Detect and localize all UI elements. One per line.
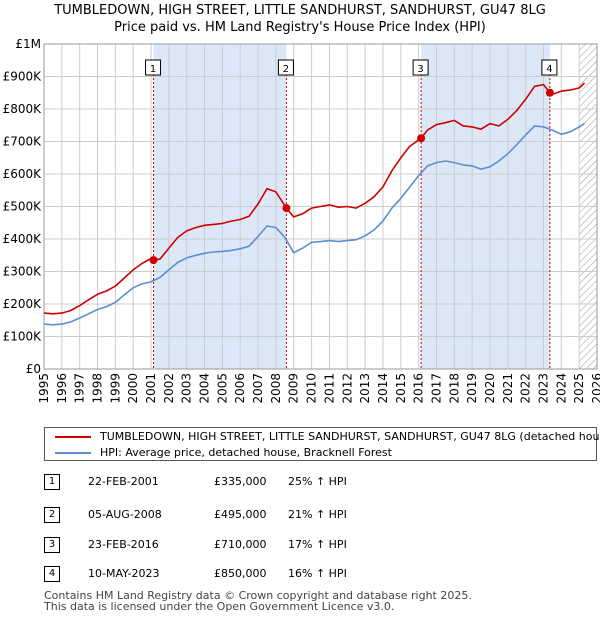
sale-hpi-diff: 16% ↑ HPI (288, 567, 347, 580)
table-row: 4 10-MAY-2023 £850,000 16% ↑ HPI (44, 565, 544, 583)
sale-date: 10-MAY-2023 (88, 567, 160, 580)
x-tick-label: 1996 (55, 373, 69, 404)
x-tick-label: 2002 (162, 373, 176, 404)
x-tick-label: 2014 (376, 373, 390, 404)
legend: TUMBLEDOWN, HIGH STREET, LITTLE SANDHURS… (44, 427, 600, 461)
y-tick-label: £1M (15, 37, 41, 51)
sale-marker-label: 2 (283, 64, 289, 75)
y-tick-label: £900K (3, 70, 43, 84)
chart-title-line-2: Price paid vs. HM Land Registry's House … (114, 20, 486, 35)
x-tick-label: 1997 (73, 373, 87, 404)
table-row: 2 05-AUG-2008 £495,000 21% ↑ HPI (44, 506, 544, 524)
x-tick-label: 2021 (501, 373, 515, 404)
x-tick-label: 2016 (412, 373, 426, 404)
x-tick-label: 2004 (198, 373, 212, 404)
sale-point (545, 88, 554, 97)
legend-label-hpi: HPI: Average price, detached house, Brac… (100, 446, 392, 459)
x-tick-label: 2026 (590, 373, 600, 404)
x-tick-label: 2000 (126, 373, 140, 404)
property-price-line (43, 82, 586, 315)
x-tick-label: 2019 (465, 373, 479, 404)
sale-price: £850,000 (214, 567, 267, 580)
sale-price: £335,000 (214, 475, 267, 488)
table-row: 1 22-FEB-2001 £335,000 25% ↑ HPI (44, 473, 544, 491)
y-tick-label: £100K (3, 330, 43, 344)
sale-marker-box (145, 59, 162, 76)
x-tick-label: 2010 (305, 373, 319, 404)
x-tick-label: 2022 (519, 373, 533, 404)
x-tick-label: 2023 (536, 373, 550, 404)
sale-number-badge: 3 (44, 537, 60, 553)
legend-label-property: TUMBLEDOWN, HIGH STREET, LITTLE SANDHURS… (100, 430, 600, 443)
y-tick-label: £200K (3, 297, 43, 311)
sale-marker-box (277, 59, 294, 76)
table-row: 3 23-FEB-2016 £710,000 17% ↑ HPI (44, 536, 544, 554)
x-tick-label: 2005 (215, 373, 229, 404)
sale-point (417, 134, 426, 143)
sale-number-badge: 1 (44, 474, 60, 490)
x-tick-label: 2013 (358, 373, 372, 404)
x-tick-label: 2024 (554, 373, 568, 404)
y-tick-label: £700K (3, 135, 43, 149)
y-tick-label: £0 (26, 362, 41, 376)
price-chart: £0 £100K £200K £300K £400K £500K £600K £700K £80… (3, 37, 600, 404)
x-tick-label: 2011 (322, 373, 336, 404)
x-tick-label: 2006 (233, 373, 247, 404)
x-tick-label: 2003 (180, 373, 194, 404)
sale-marker-box (541, 59, 558, 76)
hpi-line (43, 122, 585, 326)
x-tick-label: 2025 (572, 373, 586, 404)
sale-marker-box (412, 59, 429, 76)
x-tick-label: 2001 (144, 373, 158, 404)
x-tick-label: 1998 (91, 373, 105, 404)
sale-hpi-diff: 17% ↑ HPI (288, 538, 347, 551)
sale-marker-label: 4 (546, 64, 552, 75)
y-tick-label: £300K (3, 265, 43, 279)
sale-date: 23-FEB-2016 (88, 538, 159, 551)
footer-licence: This data is licensed under the Open Gov… (44, 600, 395, 613)
sale-number-badge: 4 (44, 566, 60, 582)
legend-swatch-red (55, 436, 91, 438)
sale-marker-label: 3 (417, 64, 423, 75)
x-tick-label: 2008 (269, 373, 283, 404)
x-tick-label: 2017 (429, 373, 443, 404)
sale-price: £495,000 (214, 508, 267, 521)
sale-date: 22-FEB-2001 (88, 475, 159, 488)
sale-price: £710,000 (214, 538, 267, 551)
x-tick-label: 1999 (108, 373, 122, 404)
sale-number-badge: 2 (44, 507, 60, 523)
x-tick-label: 2012 (340, 373, 354, 404)
y-tick-label: £600K (3, 167, 43, 181)
sale-marker-label: 1 (150, 64, 156, 75)
x-tick-label: 2020 (483, 373, 497, 404)
x-tick-label: 2007 (251, 373, 265, 404)
sale-hpi-diff: 25% ↑ HPI (288, 475, 347, 488)
x-tick-label: 2015 (394, 373, 408, 404)
y-tick-label: £500K (3, 200, 43, 214)
sale-point (282, 204, 291, 213)
plot-border (43, 43, 598, 370)
x-tick-label: 2009 (287, 373, 301, 404)
footer: Contains HM Land Registry data © Crown c… (44, 590, 472, 612)
sale-date: 05-AUG-2008 (88, 508, 162, 521)
chart-title-line-1: TUMBLEDOWN, HIGH STREET, LITTLE SANDHURS… (54, 3, 546, 18)
legend-swatch-blue (55, 452, 91, 454)
footer-copyright: Contains HM Land Registry data © Crown c… (44, 589, 472, 602)
y-tick-label: £800K (3, 102, 43, 116)
y-tick-label: £400K (3, 232, 43, 246)
sale-hpi-diff: 21% ↑ HPI (288, 508, 347, 521)
x-tick-label: 2018 (447, 373, 461, 404)
sale-point (149, 256, 158, 265)
x-tick-label: 1995 (37, 373, 51, 404)
